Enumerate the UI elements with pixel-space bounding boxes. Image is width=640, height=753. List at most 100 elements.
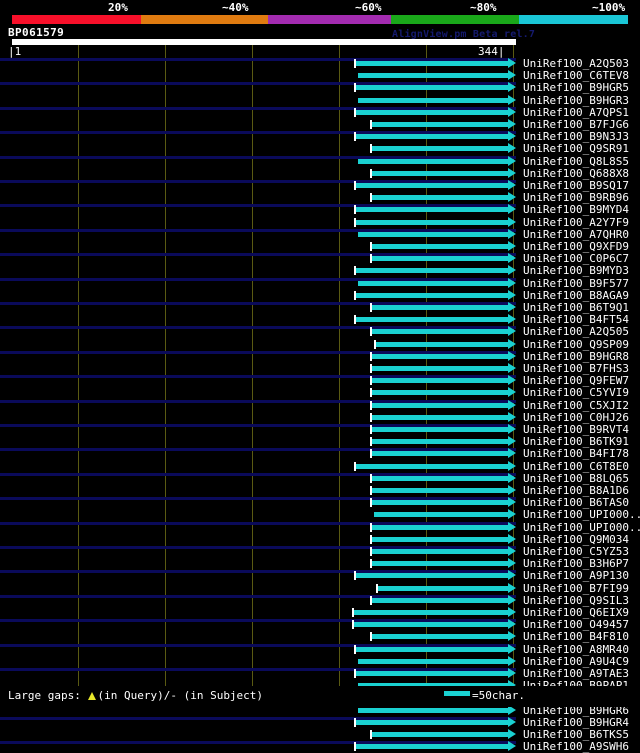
alignment-row[interactable]: UniRef100_B9HGR3	[0, 94, 640, 107]
alignment-row[interactable]: UniRef100_B9N3J3	[0, 131, 640, 143]
alignment-row-label[interactable]: UniRef100_A9SWH6	[523, 740, 629, 753]
alignment-row-label[interactable]: UniRef100_A9TAE3	[523, 667, 629, 680]
alignment-bar[interactable]	[378, 585, 508, 591]
alignment-row[interactable]: UniRef100_Q9SIL3	[0, 593, 640, 607]
alignment-row[interactable]: UniRef100_Q8L8S5	[0, 155, 640, 168]
alignment-bar[interactable]	[356, 744, 508, 750]
alignment-row[interactable]: UniRef100_A7QPS1	[0, 106, 640, 119]
alignment-bar[interactable]	[354, 622, 508, 628]
alignment-row-label[interactable]: UniRef100_Q9SR91	[523, 142, 629, 156]
alignment-row[interactable]: UniRef100_B8A1D6	[0, 485, 640, 497]
alignment-row-label[interactable]: UniRef100_B9F577	[523, 276, 629, 290]
alignment-bar[interactable]	[356, 219, 508, 225]
alignment-bar[interactable]	[356, 292, 508, 298]
alignment-row-label[interactable]: UniRef100_B3H6P7	[523, 557, 629, 571]
alignment-bar[interactable]	[356, 61, 508, 66]
alignment-bar[interactable]	[356, 317, 508, 323]
alignment-bar[interactable]	[356, 646, 508, 652]
alignment-row-label[interactable]: UniRef100_B9HGR8	[523, 349, 629, 363]
alignment-row-label[interactable]: UniRef100_Q9FEW7	[523, 374, 629, 388]
alignment-bar[interactable]	[358, 280, 508, 286]
alignment-row[interactable]: UniRef100_B9RB96	[0, 192, 640, 204]
alignment-row-label[interactable]: UniRef100_A9U4C9	[523, 654, 629, 668]
alignment-row[interactable]: UniRef100_A7QHR0	[0, 228, 640, 241]
alignment-bar[interactable]	[372, 329, 508, 335]
alignment-row-label[interactable]: UniRef100_A9P130	[523, 569, 629, 583]
alignment-row-label[interactable]: UniRef100_B6T9Q1	[523, 301, 629, 314]
alignment-row[interactable]: UniRef100_B9RVT4	[0, 424, 640, 436]
alignment-bar[interactable]	[372, 353, 508, 359]
alignment-bar[interactable]	[372, 488, 508, 493]
alignment-row-label[interactable]: UniRef100_C5YZ53	[523, 545, 629, 558]
alignment-bar[interactable]	[372, 634, 508, 640]
alignment-row[interactable]: UniRef100_B9HGR4	[0, 716, 640, 729]
alignment-row-label[interactable]: UniRef100_C0P6C7	[523, 252, 629, 266]
alignment-bar[interactable]	[356, 207, 508, 213]
alignment-row[interactable]: UniRef100_A9P130	[0, 570, 640, 582]
alignment-row[interactable]: UniRef100_Q9SR91	[0, 143, 640, 155]
alignment-row-label[interactable]: UniRef100_Q6EIX9	[523, 606, 629, 619]
alignment-row[interactable]: UniRef100_B9MYD4	[0, 204, 640, 216]
alignment-bar[interactable]	[372, 500, 508, 506]
alignment-bar[interactable]	[358, 97, 508, 103]
alignment-row-label[interactable]: UniRef100_Q9XFD9	[523, 240, 629, 253]
alignment-row[interactable]: UniRef100_B8LQ65	[0, 471, 640, 485]
alignment-row[interactable]: UniRef100_A8MR40	[0, 643, 640, 656]
alignment-row[interactable]: UniRef100_A2Y7F9	[0, 216, 640, 229]
alignment-bar[interactable]	[372, 378, 508, 384]
alignment-row[interactable]: UniRef100_B4FI78	[0, 448, 640, 460]
alignment-bar[interactable]	[356, 719, 508, 725]
alignment-row[interactable]: UniRef100_Q688X8	[0, 167, 640, 180]
alignment-row[interactable]: UniRef100_B8AGA9	[0, 288, 640, 302]
alignment-row[interactable]: UniRef100_UPI000..	[0, 520, 640, 534]
alignment-row[interactable]: UniRef100_B6TKS5	[0, 729, 640, 741]
alignment-row[interactable]: UniRef100_B6TK91	[0, 436, 640, 448]
alignment-bar[interactable]	[358, 158, 508, 164]
alignment-row-label[interactable]: UniRef100_B7FI99	[523, 581, 629, 595]
alignment-row[interactable]: UniRef100_A2Q505	[0, 326, 640, 338]
alignment-bar[interactable]	[372, 390, 508, 396]
alignment-row-label[interactable]: UniRef100_O49457	[523, 618, 629, 632]
alignment-row[interactable]: UniRef100_C6T8E0	[0, 460, 640, 473]
alignment-row[interactable]: UniRef100_C6TEV8	[0, 70, 640, 82]
alignment-row[interactable]: UniRef100_B7FJG6	[0, 119, 640, 131]
alignment-bar[interactable]	[372, 439, 508, 445]
alignment-row[interactable]: UniRef100_B9F577	[0, 276, 640, 290]
alignment-row[interactable]: UniRef100_Q9FEW7	[0, 375, 640, 387]
alignment-row-label[interactable]: UniRef100_C0HJ26	[523, 410, 629, 424]
alignment-row-label[interactable]: UniRef100_B8AGA9	[523, 288, 629, 302]
alignment-bar[interactable]	[372, 536, 508, 542]
alignment-bar[interactable]	[358, 683, 508, 689]
alignment-row[interactable]: UniRef100_Q6EIX9	[0, 607, 640, 619]
alignment-row-label[interactable]: UniRef100_C5XJI2	[523, 398, 629, 412]
alignment-row-label[interactable]: UniRef100_B7FJG6	[523, 118, 629, 131]
alignment-row-label[interactable]: UniRef100_Q9SIL3	[523, 593, 629, 607]
alignment-row-label[interactable]: UniRef100_C6TEV8	[523, 69, 629, 83]
alignment-row-label[interactable]: UniRef100_B9RB96	[523, 191, 629, 205]
alignment-bar[interactable]	[354, 610, 508, 615]
alignment-row-label[interactable]: UniRef100_B9MYD4	[523, 203, 629, 217]
alignment-row[interactable]: UniRef100_B6T9Q1	[0, 302, 640, 314]
alignment-bar[interactable]	[372, 170, 508, 176]
alignment-row-label[interactable]: UniRef100_UPI000..	[523, 520, 640, 534]
alignment-bar[interactable]	[356, 671, 508, 676]
alignment-bar[interactable]	[372, 597, 508, 603]
alignment-bar[interactable]	[372, 366, 508, 371]
alignment-bar[interactable]	[372, 305, 508, 310]
alignment-row[interactable]: UniRef100_C0HJ26	[0, 410, 640, 424]
alignment-row-label[interactable]: UniRef100_B4FT54	[523, 313, 629, 327]
alignment-bar[interactable]	[358, 707, 508, 713]
alignment-row-label[interactable]: UniRef100_B8LQ65	[523, 471, 629, 485]
alignment-bar[interactable]	[356, 463, 508, 469]
alignment-row[interactable]: UniRef100_A2Q503	[0, 58, 640, 70]
alignment-bar[interactable]	[372, 195, 508, 201]
alignment-bar[interactable]	[372, 146, 508, 152]
alignment-row-label[interactable]: UniRef100_UPI000..	[523, 508, 640, 522]
alignment-row[interactable]: UniRef100_O49457	[0, 619, 640, 631]
alignment-bar[interactable]	[358, 658, 508, 664]
alignment-row[interactable]: UniRef100_B9HGR8	[0, 349, 640, 363]
alignment-row[interactable]: UniRef100_C0P6C7	[0, 253, 640, 265]
alignment-row-label[interactable]: UniRef100_B4FI78	[523, 447, 629, 461]
alignment-bar[interactable]	[374, 512, 508, 518]
alignment-bar[interactable]	[372, 475, 508, 481]
